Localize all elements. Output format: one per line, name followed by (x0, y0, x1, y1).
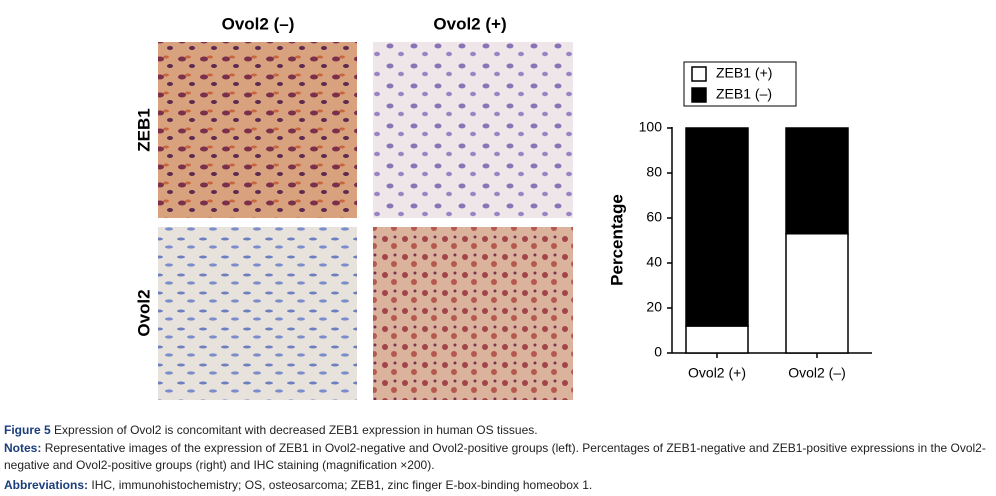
micrograph (373, 227, 573, 400)
row-label: Ovol2 (134, 289, 153, 336)
micrograph (158, 227, 357, 400)
y-tick-label: 40 (646, 254, 662, 270)
abbreviations-label: Abbreviations: (4, 478, 89, 492)
y-tick-label: 60 (646, 209, 662, 225)
x-tick-label: Ovol2 (–) (788, 365, 846, 381)
legend-swatch (691, 87, 707, 103)
caption-text: Expression of Ovol2 is concomitant with … (54, 423, 538, 437)
x-tick-label: Ovol2 (+) (688, 365, 746, 381)
abbreviations: Abbreviations: IHC, immunohistochemistry… (4, 477, 989, 494)
legend-label: ZEB1 (–) (716, 86, 772, 102)
caption-label: Figure 5 (4, 423, 51, 437)
bar-segment (785, 233, 849, 354)
notes-text: Representative images of the expression … (4, 441, 986, 472)
notes: Notes: Representative images of the expr… (4, 440, 989, 474)
row-label: ZEB1 (134, 108, 153, 151)
figure: Ovol2 (–) Ovol2 (+) ZEB1 Ovol2 Percentag… (134, 14, 872, 400)
y-tick-label: 0 (654, 344, 662, 360)
y-axis-label: Percentage (607, 194, 626, 286)
notes-label: Notes: (4, 441, 42, 455)
y-tick-label: 20 (646, 299, 662, 315)
column-label: Ovol2 (+) (433, 14, 506, 33)
bar-segment (785, 127, 849, 235)
bar-segment (685, 127, 749, 327)
legend-swatch (691, 66, 707, 82)
y-tick-label: 100 (639, 119, 663, 135)
legend-label: ZEB1 (+) (716, 65, 772, 81)
y-tick-label: 80 (646, 164, 662, 180)
column-label: Ovol2 (–) (222, 14, 295, 33)
bar-segment (685, 325, 749, 354)
caption: Figure 5 Expression of Ovol2 is concomit… (4, 422, 989, 439)
micrograph (158, 42, 357, 218)
micrograph (373, 42, 573, 218)
abbreviations-text: IHC, immunohistochemistry; OS, osteosarc… (91, 478, 593, 492)
